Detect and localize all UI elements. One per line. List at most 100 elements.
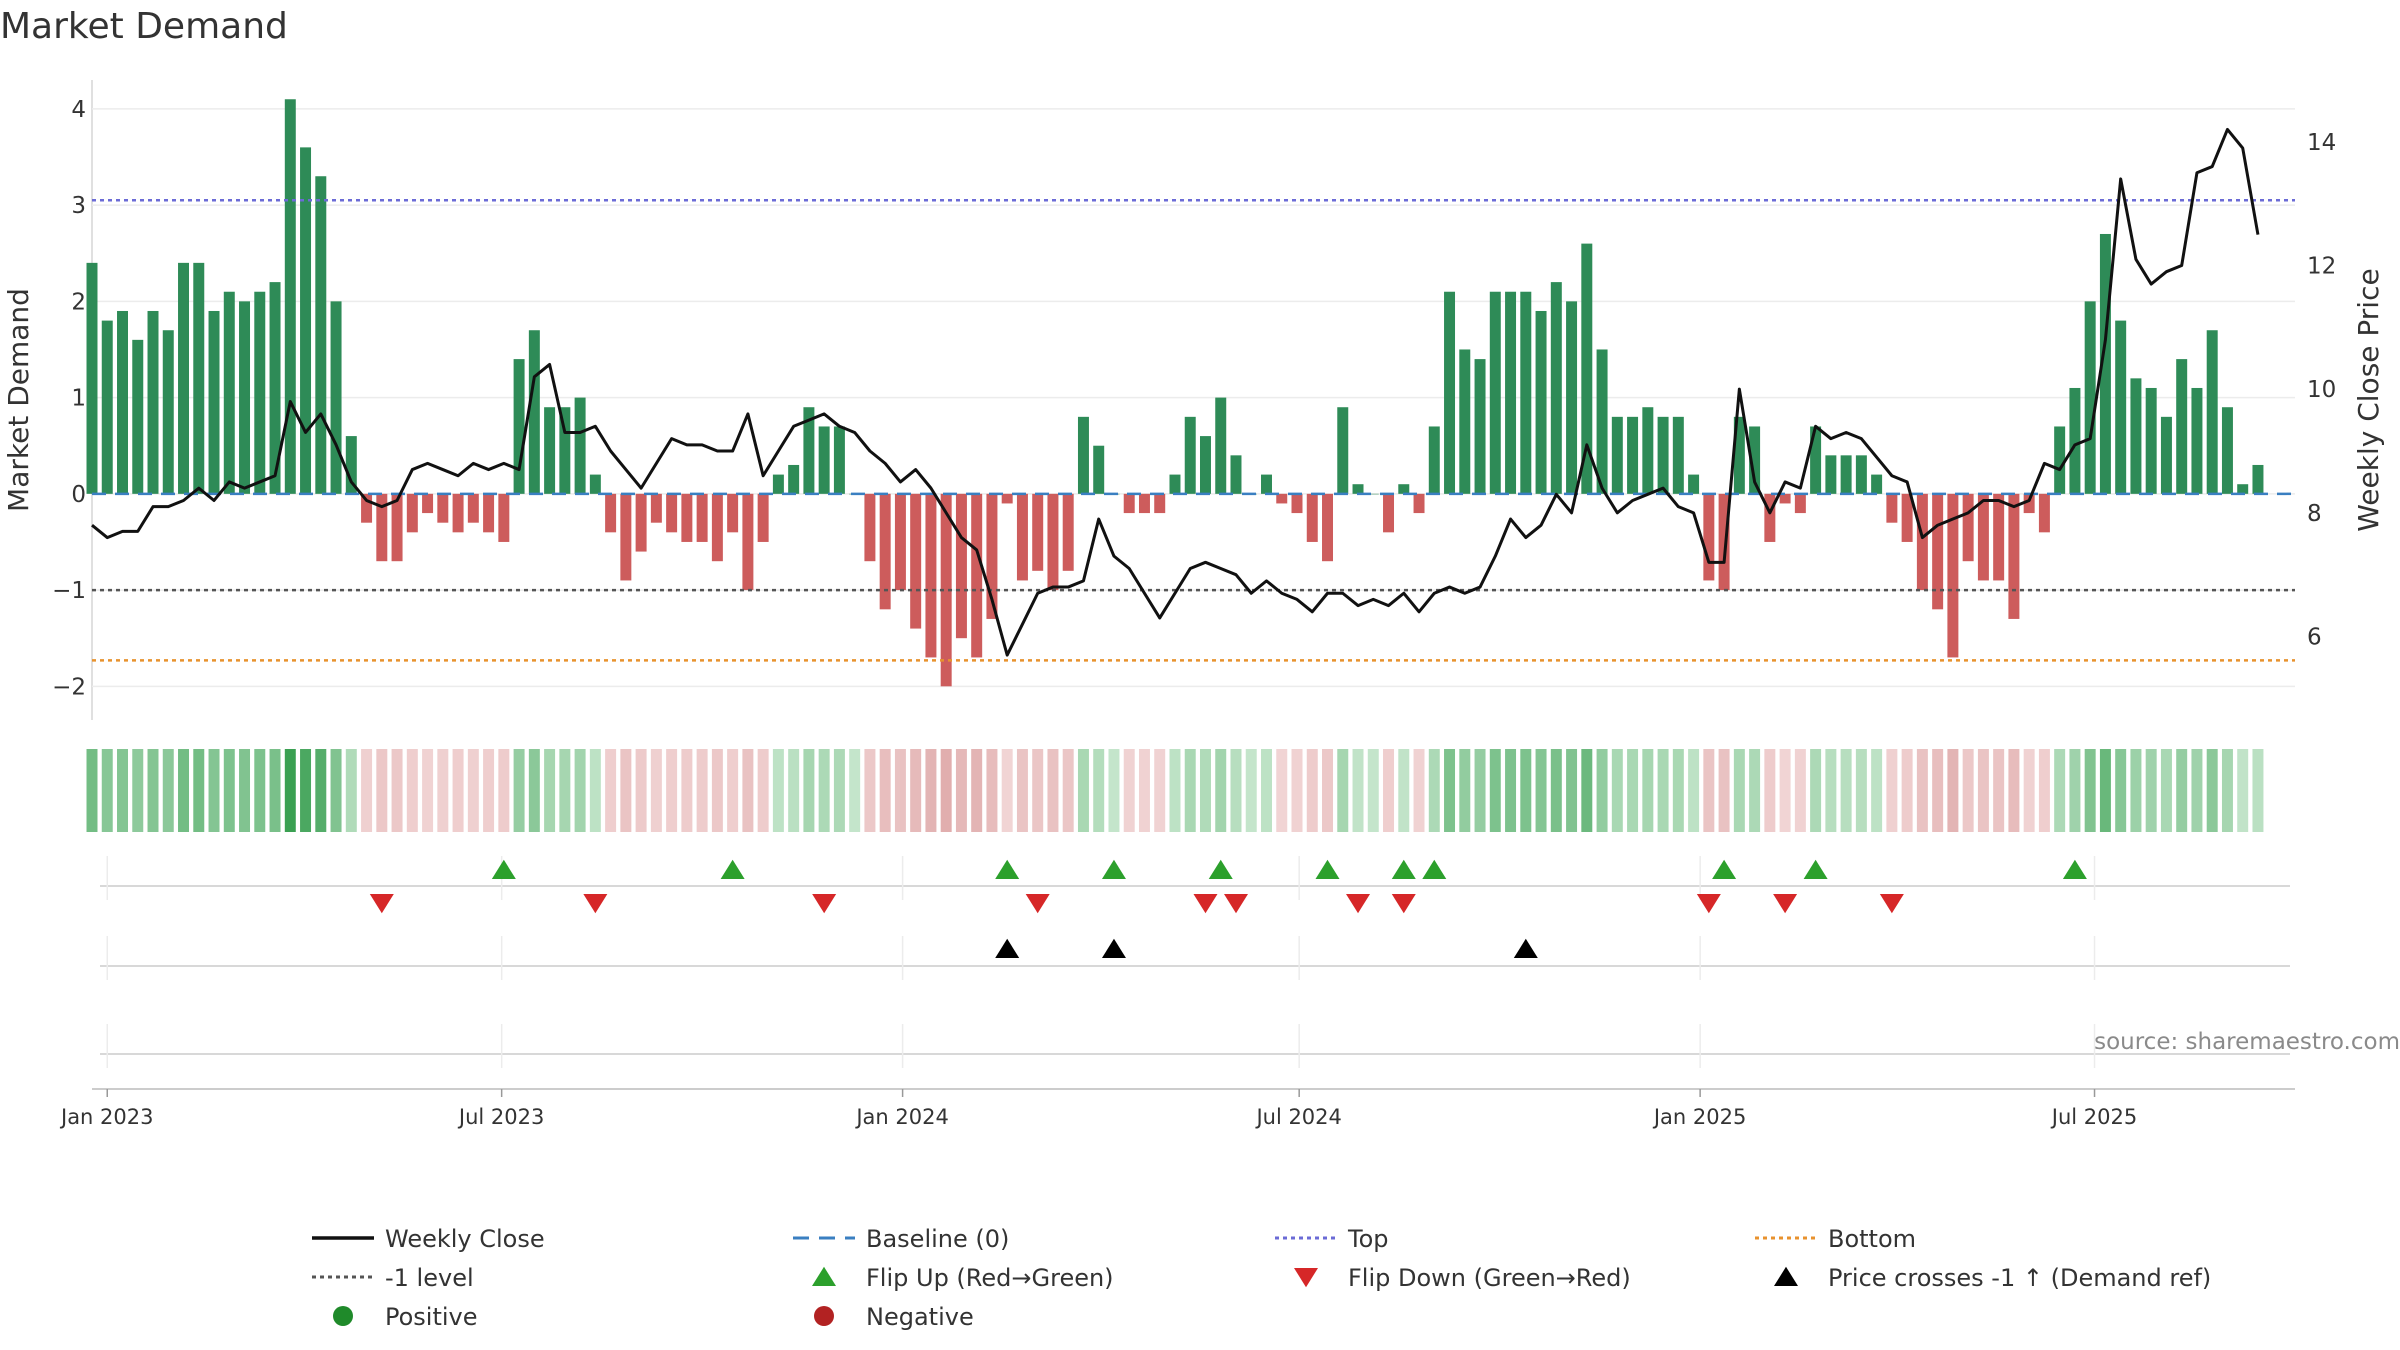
demand-bar xyxy=(1199,436,1211,494)
demand-bar xyxy=(1825,455,1837,494)
flip-down-marker xyxy=(1773,894,1798,914)
heat-cell xyxy=(1093,749,1105,832)
demand-bar xyxy=(498,493,510,542)
demand-bar xyxy=(2252,464,2264,494)
legend-label: Top xyxy=(1347,1225,1389,1253)
flip-down-marker xyxy=(1879,894,1904,914)
heat-cell xyxy=(2084,749,2096,832)
demand-bar xyxy=(117,310,128,494)
demand-bar xyxy=(1032,493,1044,571)
heat-cell xyxy=(1947,749,1959,832)
x-tick-label: Jan 2023 xyxy=(59,1105,154,1129)
heat-cell xyxy=(1291,749,1303,832)
heat-cell xyxy=(910,749,922,832)
demand-bar xyxy=(1062,493,1074,571)
demand-bar xyxy=(1230,455,1242,494)
heat-cell xyxy=(101,749,113,832)
demand-bar xyxy=(711,493,723,562)
y-axis-ticks: 4 3 2 1 0 −1 −2 xyxy=(52,97,86,700)
heat-cell xyxy=(86,749,98,832)
demand-bar xyxy=(2176,359,2188,494)
demand-bar xyxy=(559,407,571,494)
heat-cell xyxy=(1932,749,1944,832)
demand-bar xyxy=(86,262,98,494)
demand-bar xyxy=(1459,349,1471,494)
demand-bar xyxy=(467,493,479,523)
demand-bar xyxy=(544,407,556,494)
heat-cell xyxy=(574,749,586,832)
flip-down-marker xyxy=(1696,894,1721,914)
demand-bar xyxy=(1428,426,1440,494)
heat-cell xyxy=(193,749,205,832)
heat-cell xyxy=(254,749,266,832)
price-cross-marker xyxy=(1101,938,1126,958)
demand-bar xyxy=(422,493,434,514)
x-tick-label: Jul 2024 xyxy=(1254,1105,1341,1129)
x-axis-ticks: Jan 2023 Jul 2023 Jan 2024 Jul 2024 Jan 2025… xyxy=(59,1088,2295,1129)
demand-bar xyxy=(162,330,174,494)
heat-cell xyxy=(2237,749,2249,832)
demand-bar xyxy=(178,262,190,494)
demand-bar xyxy=(1794,493,1806,514)
heat-cell xyxy=(391,749,403,832)
heat-cell xyxy=(284,749,296,832)
heat-cell xyxy=(2054,749,2066,832)
source-note: source: sharemaestro.com xyxy=(2094,1029,2400,1055)
heat-cell xyxy=(361,749,373,832)
demand-bar xyxy=(757,493,769,542)
heat-cell xyxy=(528,749,540,832)
demand-bar xyxy=(300,147,312,494)
heat-cell xyxy=(1794,749,1806,832)
heat-cell xyxy=(1901,749,1913,832)
x-tick-label: Jan 2025 xyxy=(1652,1105,1747,1129)
demand-bar xyxy=(376,493,388,562)
demand-bar xyxy=(1718,493,1730,591)
heat-cell xyxy=(635,749,647,832)
heat-cell xyxy=(788,749,800,832)
y-tick-label: 2 xyxy=(71,289,86,315)
demand-bar xyxy=(391,493,403,562)
heat-cell xyxy=(1199,749,1211,832)
y2-tick-label: 10 xyxy=(2307,377,2336,403)
heat-cell xyxy=(925,749,937,832)
demand-bar xyxy=(1154,493,1166,514)
flip-up-marker xyxy=(2062,859,2087,879)
heat-cell xyxy=(955,749,967,832)
heat-cell xyxy=(1337,749,1349,832)
demand-bar xyxy=(452,493,464,533)
heat-cell xyxy=(803,749,815,832)
heat-cell xyxy=(1642,749,1654,832)
heat-cell xyxy=(894,749,906,832)
heat-cell xyxy=(772,749,784,832)
demand-bar xyxy=(803,407,815,494)
heat-cell xyxy=(162,749,174,832)
demand-bar xyxy=(2237,484,2249,494)
demand-bar xyxy=(284,99,296,494)
demand-bar xyxy=(1962,493,1974,562)
demand-heat-strip xyxy=(86,749,2264,832)
demand-bar xyxy=(574,397,586,494)
heat-cell xyxy=(178,749,190,832)
heat-cell xyxy=(117,749,128,832)
demand-bar xyxy=(330,301,342,494)
heat-cell xyxy=(1840,749,1852,832)
heat-cell xyxy=(1123,749,1135,832)
heat-cell xyxy=(1733,749,1745,832)
legend-item: Weekly Close xyxy=(312,1225,545,1253)
chart-title: Market Demand xyxy=(0,6,288,47)
price-cross-marker xyxy=(1513,938,1538,958)
heat-cell xyxy=(1444,749,1456,832)
heat-cell xyxy=(513,749,525,832)
heat-cell xyxy=(1505,749,1517,832)
heat-cell xyxy=(330,749,342,832)
heat-cell xyxy=(1627,749,1639,832)
heat-cell xyxy=(1352,749,1364,832)
demand-bar xyxy=(1596,349,1608,494)
y2-axis-label: Weekly Close Price xyxy=(2352,268,2385,531)
demand-bar xyxy=(620,493,632,581)
demand-bar xyxy=(2191,387,2203,494)
heat-cell xyxy=(1550,749,1562,832)
heat-cell xyxy=(1871,749,1883,832)
demand-bar xyxy=(1123,493,1135,514)
heat-cell xyxy=(1611,749,1623,832)
